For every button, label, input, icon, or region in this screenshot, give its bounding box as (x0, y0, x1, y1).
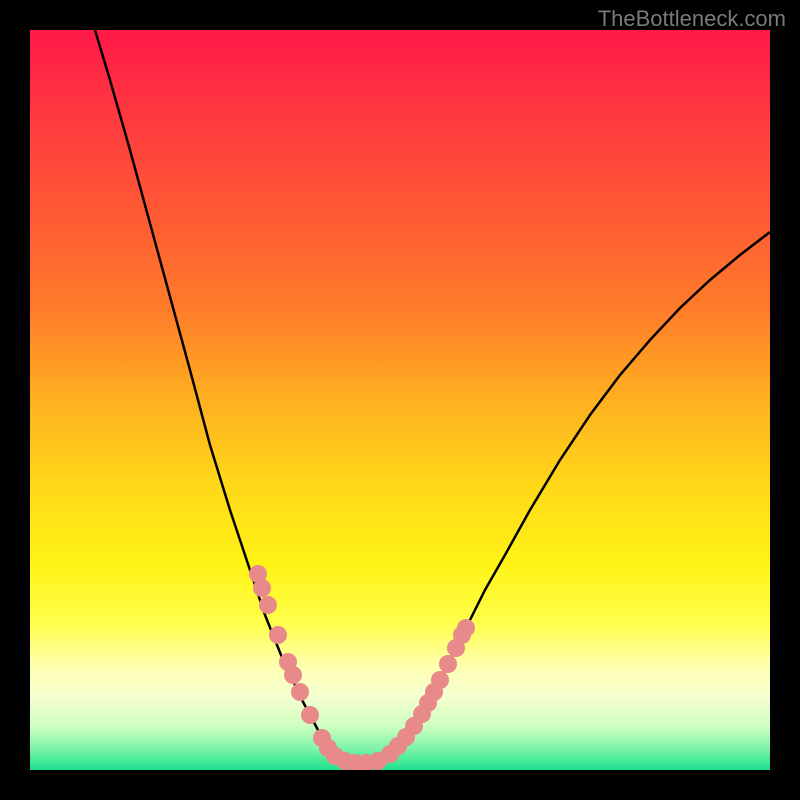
data-dot (291, 683, 309, 701)
data-dot (259, 596, 277, 614)
bottleneck-chart (30, 30, 770, 770)
data-dot (431, 671, 449, 689)
data-dot (269, 626, 287, 644)
data-dot (439, 655, 457, 673)
chart-area (30, 30, 770, 770)
chart-background (30, 30, 770, 770)
watermark: TheBottleneck.com (598, 6, 786, 32)
data-dot (457, 619, 475, 637)
data-dot (301, 706, 319, 724)
data-dot (253, 579, 271, 597)
data-dot (284, 666, 302, 684)
